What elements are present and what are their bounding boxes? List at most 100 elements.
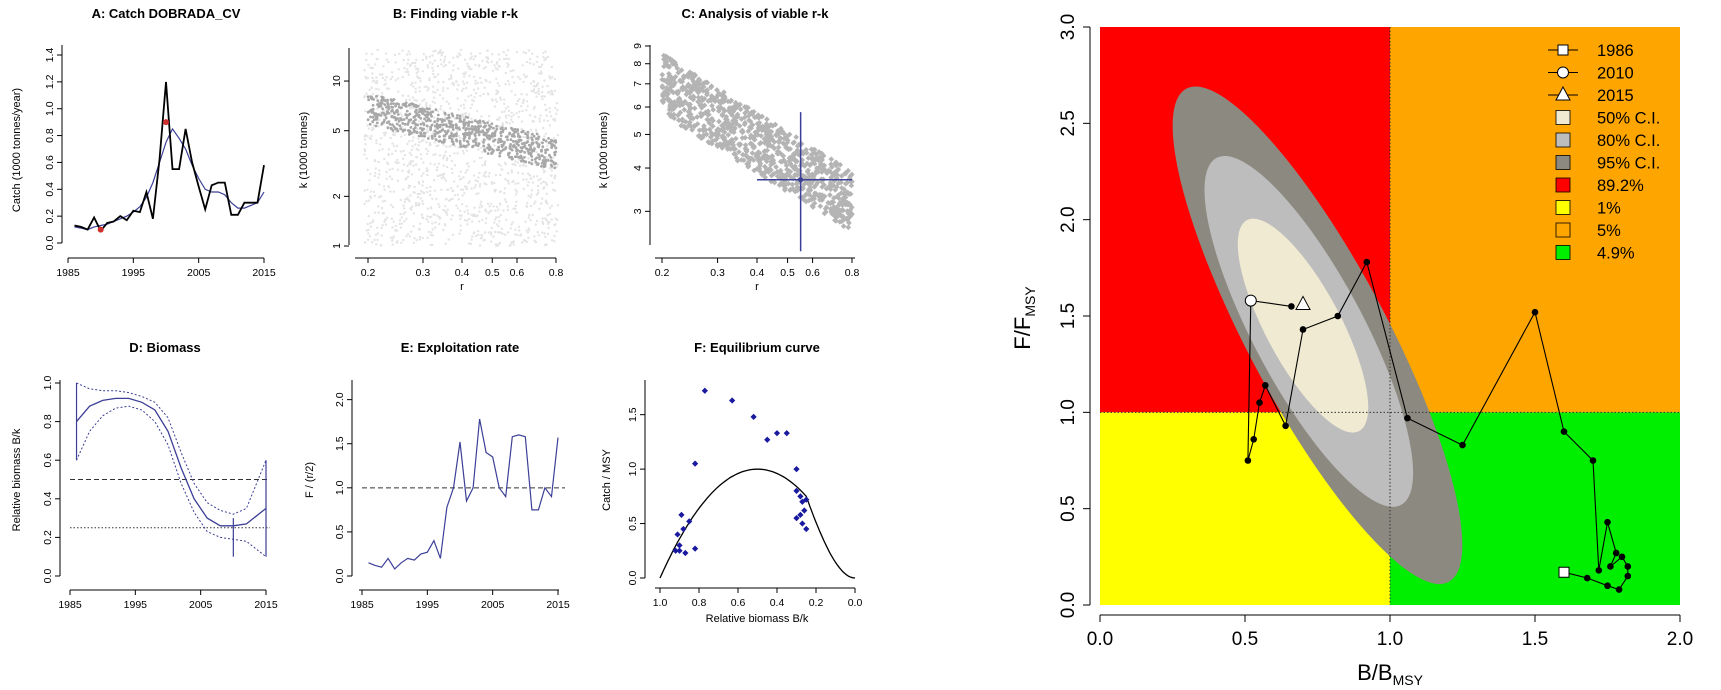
- prior-point: [458, 178, 462, 181]
- prior-point: [449, 198, 452, 201]
- y-tick-label: 1.5: [334, 436, 346, 451]
- prior-point: [365, 229, 368, 232]
- viable-point: [789, 181, 796, 188]
- prior-point: [436, 73, 440, 76]
- viable-point: [794, 172, 801, 178]
- prior-point: [497, 53, 501, 56]
- viable-point: [433, 124, 437, 128]
- viable-point: [504, 126, 508, 130]
- prior-point: [541, 222, 544, 225]
- prior-point: [401, 125, 404, 129]
- viable-point: [508, 145, 512, 148]
- viable-point: [806, 192, 813, 198]
- prior-point: [404, 211, 407, 214]
- viable-point: [659, 76, 666, 83]
- prior-point: [409, 184, 412, 188]
- prior-point: [516, 161, 519, 164]
- viable-point: [501, 148, 505, 152]
- viable-point: [429, 126, 433, 130]
- median-biomass-line: [76, 397, 267, 527]
- prior-point: [465, 86, 468, 90]
- panel-title: F: Equilibrium curve: [694, 340, 820, 355]
- prior-point: [541, 85, 544, 89]
- prior-point: [394, 79, 397, 82]
- panel-title: C: Analysis of viable r-k: [682, 6, 830, 21]
- prior-point: [396, 168, 400, 171]
- viable-point: [523, 144, 527, 147]
- y-tick-label: 0.0: [627, 571, 639, 586]
- prior-point: [481, 218, 484, 222]
- prior-point: [370, 241, 374, 244]
- viable-point: [529, 145, 533, 149]
- legend-triangle-icon: [1555, 85, 1571, 101]
- prior-point: [375, 79, 379, 83]
- trajectory-point: [1595, 567, 1603, 574]
- prior-point: [450, 167, 453, 171]
- viable-point: [744, 161, 750, 167]
- viable-point: [517, 155, 521, 159]
- prior-point: [412, 85, 415, 88]
- viable-point: [845, 201, 852, 208]
- prior-point: [476, 81, 479, 85]
- viable-point: [677, 109, 684, 116]
- prior-point: [446, 165, 449, 169]
- viable-point: [390, 99, 394, 103]
- prior-point: [407, 50, 410, 53]
- prior-point: [429, 189, 432, 193]
- prior-point: [422, 52, 425, 56]
- prior-point: [548, 107, 551, 110]
- prior-point: [468, 113, 471, 116]
- prior-point: [498, 65, 501, 68]
- y-tick-label: 3.0: [1058, 14, 1079, 40]
- viable-point: [452, 135, 456, 138]
- prior-point: [391, 142, 394, 145]
- viable-point: [466, 124, 470, 127]
- prior-point: [383, 220, 386, 223]
- prior-point: [495, 223, 499, 226]
- y-tick-label: 2: [331, 193, 343, 199]
- viable-point: [414, 118, 417, 122]
- prior-point: [550, 65, 554, 69]
- viable-point: [840, 207, 847, 214]
- prior-point: [435, 168, 438, 172]
- prior-point: [376, 48, 379, 52]
- prior-point: [375, 142, 378, 145]
- prior-point: [440, 63, 443, 66]
- prior-point: [461, 80, 465, 83]
- prior-point: [520, 127, 523, 131]
- prior-point: [555, 165, 558, 169]
- y-tick-label: 1.2: [44, 74, 56, 89]
- prior-point: [459, 136, 462, 140]
- viable-point: [462, 118, 466, 122]
- prior-point: [385, 177, 388, 180]
- prior-point: [403, 153, 407, 157]
- prior-point: [390, 71, 394, 74]
- prior-point: [537, 65, 541, 69]
- prior-point: [470, 67, 473, 71]
- viable-point: [801, 196, 807, 203]
- prior-point: [453, 194, 457, 197]
- viable-point: [500, 139, 504, 143]
- viable-point: [550, 164, 554, 168]
- prior-point: [518, 78, 522, 81]
- prior-point: [505, 57, 508, 60]
- viable-point: [725, 132, 732, 138]
- viable-point: [519, 138, 523, 142]
- viable-point: [767, 142, 774, 149]
- trajectory-point: [1607, 563, 1614, 570]
- prior-point: [430, 207, 433, 210]
- prior-point: [413, 185, 416, 189]
- viable-point: [549, 156, 553, 159]
- viable-point: [493, 134, 497, 138]
- viable-point: [720, 98, 726, 105]
- viable-point: [498, 154, 502, 158]
- prior-point: [480, 146, 483, 149]
- viable-point: [751, 114, 758, 121]
- prior-point: [415, 71, 418, 75]
- prior-point: [467, 242, 471, 245]
- viable-point: [470, 120, 474, 124]
- viable-point: [794, 158, 800, 165]
- legend-swatch: [1555, 200, 1571, 215]
- prior-point: [474, 234, 478, 238]
- prior-point: [504, 83, 507, 86]
